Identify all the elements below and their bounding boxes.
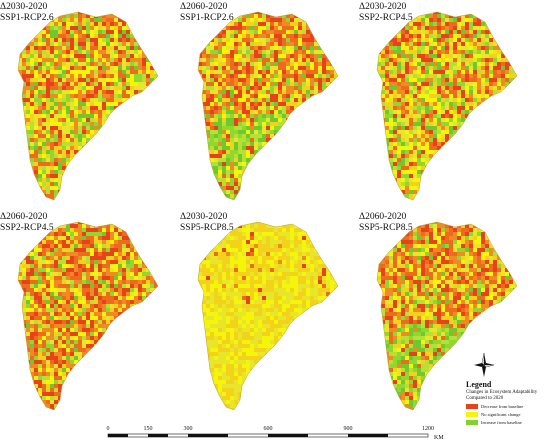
scale-tick-label: 150 bbox=[143, 426, 153, 432]
legend-label-increase: Increase from baseline bbox=[481, 420, 522, 425]
legend-label-decrease: Decrease from baseline bbox=[481, 404, 524, 409]
north-arrow-compass-icon bbox=[474, 352, 495, 377]
panel-title-scenario: SSP2-RCP4.5 bbox=[0, 223, 54, 233]
panel-title-period: Δ2060-2020 bbox=[180, 2, 228, 12]
ecosystem-adaptability-map bbox=[17, 221, 159, 411]
map-panel-2030-ssp5: Δ2030-2020 SSP5-RCP8.5 bbox=[180, 212, 360, 422]
panel-title-period: Δ2030-2020 bbox=[359, 2, 407, 12]
scale-tick-label: 900 bbox=[343, 426, 353, 432]
legend-item-increase: Increase from baseline bbox=[466, 419, 550, 426]
map-panel-2030-ssp2: Δ2030-2020 SSP2-RCP4.5 bbox=[359, 2, 539, 212]
legend-title: Legend bbox=[466, 380, 492, 389]
scale-tick-label: 300 bbox=[183, 426, 193, 432]
map-panel-2060-ssp2: Δ2060-2020 SSP2-RCP4.5 bbox=[0, 212, 180, 422]
panel-title-scenario: SSP1-RCP2.6 bbox=[0, 13, 54, 23]
panel-title-period: Δ2060-2020 bbox=[359, 212, 407, 222]
scale-unit: KM bbox=[434, 435, 444, 441]
legend-subtitle: Changes in Ecosystem Adaptability Compar… bbox=[466, 390, 538, 401]
map-panel-2030-ssp1: Δ2030-2020 SSP1-RCP2.6 bbox=[0, 2, 180, 212]
panel-title-scenario: SSP5-RCP8.5 bbox=[180, 223, 234, 233]
scale-tick-label: 0 bbox=[106, 426, 110, 432]
panel-title-scenario: SSP2-RCP4.5 bbox=[359, 13, 413, 23]
legend-swatch-no-change bbox=[466, 412, 478, 417]
panel-title-period: Δ2030-2020 bbox=[180, 212, 228, 222]
scale-bar: 0 150 300 600 900 1200 KM bbox=[100, 425, 460, 445]
scale-bar-graphic bbox=[107, 433, 429, 438]
map-panel-2060-ssp5: Δ2060-2020 SSP5-RCP8.5 bbox=[359, 212, 539, 422]
legend-item-decrease: Decrease from baseline bbox=[466, 403, 550, 410]
ecosystem-adaptability-map bbox=[376, 11, 518, 201]
legend-swatch-decrease bbox=[466, 404, 478, 409]
map-panel-2060-ssp1: Δ2060-2020 SSP1-RCP2.6 bbox=[180, 2, 360, 212]
legend-label-no-change: No significant change bbox=[481, 412, 521, 417]
legend-swatch-increase bbox=[466, 420, 478, 425]
panel-title-scenario: SSP1-RCP2.6 bbox=[180, 13, 234, 23]
ecosystem-adaptability-map bbox=[197, 11, 339, 201]
ecosystem-adaptability-map bbox=[197, 221, 339, 411]
panel-title-scenario: SSP5-RCP8.5 bbox=[359, 223, 413, 233]
ecosystem-adaptability-map bbox=[376, 221, 518, 411]
scale-tick-label: 600 bbox=[263, 426, 273, 432]
ecosystem-adaptability-map bbox=[17, 11, 159, 201]
map-legend: Legend Changes in Ecosystem Adaptability… bbox=[466, 380, 550, 426]
scale-tick-label: 1200 bbox=[422, 426, 434, 432]
panel-title-period: Δ2030-2020 bbox=[0, 2, 48, 12]
legend-item-no-change: No significant change bbox=[466, 411, 550, 418]
panel-title-period: Δ2060-2020 bbox=[0, 212, 48, 222]
